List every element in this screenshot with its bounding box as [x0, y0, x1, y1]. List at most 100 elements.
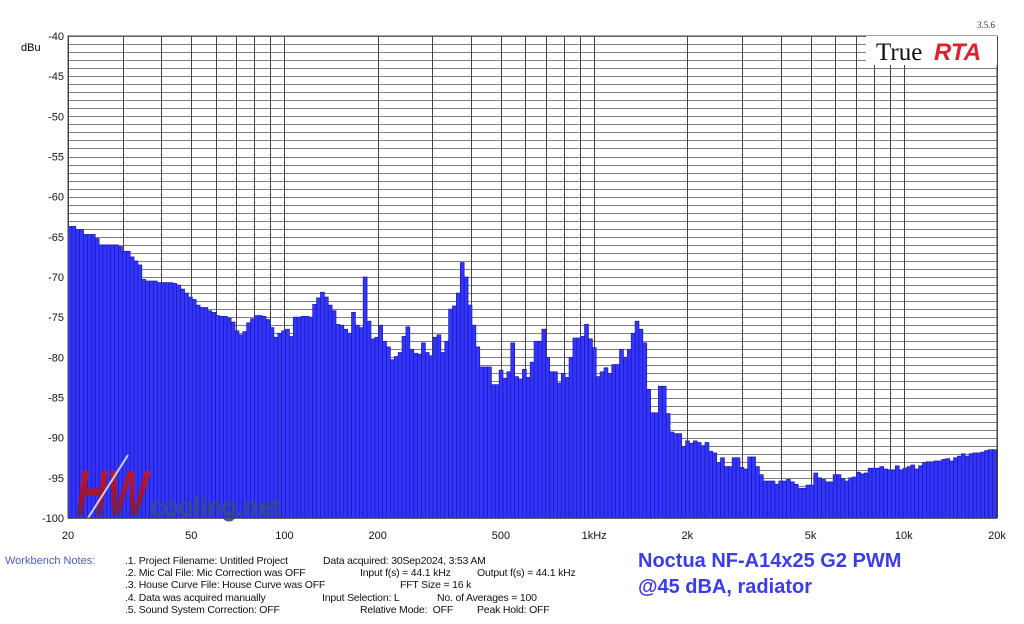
y-tick-label: -90: [48, 433, 64, 445]
spectrum-bar: [281, 330, 286, 519]
spectrum-bar: [522, 369, 527, 519]
spectrum-bar: [778, 480, 784, 519]
y-tick-label: -75: [48, 312, 64, 324]
spectrum-bar: [790, 481, 795, 519]
spectrum-bar: [860, 473, 865, 519]
spectrum-bar: [374, 336, 380, 519]
spectrum-bar: [405, 326, 411, 519]
spectrum-bar: [335, 324, 341, 519]
spectrum-bar: [883, 468, 888, 519]
hwcooling-watermark: HW cooling.net: [76, 454, 280, 529]
spectrum-bar: [444, 340, 449, 519]
spectrum-bar: [277, 332, 282, 519]
spectrum-bar: [459, 262, 465, 519]
y-tick-label: -85: [48, 393, 64, 405]
x-tick-label: 100: [275, 530, 293, 542]
spectrum-bar: [708, 450, 714, 519]
spectrum-bar: [545, 356, 550, 519]
spectrum-bar: [607, 373, 613, 519]
spectrum-bar: [689, 442, 694, 519]
spectrum-bar: [525, 377, 531, 519]
spectrum-bar: [805, 484, 811, 519]
spectrum-bar: [988, 449, 993, 519]
note-averages: No. of Averages = 100: [437, 592, 537, 604]
note-peak-hold: Peak Hold: OFF: [477, 604, 550, 616]
spectrum-bar: [358, 327, 364, 519]
spectrum-bar: [580, 336, 585, 519]
spectrum-bar: [922, 462, 927, 519]
spectrum-bar: [463, 276, 469, 519]
spectrum-bar: [160, 282, 166, 519]
spectrum-bar: [937, 460, 943, 519]
spectrum-bar: [941, 459, 947, 519]
spectrum-bar: [700, 445, 706, 519]
spectrum-bar: [215, 315, 220, 519]
spectrum-bar: [471, 324, 477, 519]
spectrum-bar: [246, 322, 251, 519]
spectrum-bar: [599, 371, 605, 519]
x-tick-label: 10k: [895, 530, 913, 542]
spectrum-bar: [588, 338, 593, 519]
spectrum-bar: [957, 455, 962, 519]
x-tick-label: 5k: [805, 530, 817, 542]
spectrum-bar: [347, 332, 352, 519]
spectrum-bar: [832, 474, 838, 519]
spectrum-bar: [766, 480, 772, 519]
spectrum-bar: [759, 474, 764, 519]
note-input-selection: Input Selection: L: [322, 592, 400, 604]
spectrum-bar: [390, 359, 395, 519]
spectrum-bar: [661, 385, 667, 519]
spectrum-bar: [366, 320, 372, 519]
spectrum-bar: [191, 299, 197, 519]
spectrum-bar: [755, 466, 760, 519]
x-tick-label: 20: [62, 530, 74, 542]
spectrum-bar: [417, 353, 422, 519]
note-data-acquired: Data acquired: 30Sep2024, 3:53 AM: [323, 555, 486, 567]
spectrum-bar: [821, 479, 826, 519]
spectrum-bar: [537, 340, 543, 519]
spectrum-bar: [265, 319, 271, 519]
spectrum-bar: [592, 347, 597, 519]
spectrum-bar: [184, 292, 189, 519]
spectrum-bar: [424, 352, 430, 519]
spectrum-bar: [557, 382, 562, 519]
spectrum-bar: [195, 304, 201, 519]
spectrum-bar: [576, 337, 582, 519]
spectrum-bar: [619, 348, 624, 519]
note-3: .3. House Curve File: House Curve was OF…: [125, 579, 326, 591]
y-tick-label: -45: [48, 71, 64, 83]
note-4: .4. Data was acquired manually: [125, 592, 266, 604]
spectrum-bar: [984, 450, 989, 519]
spectrum-bar: [238, 334, 244, 519]
spectrum-bar: [894, 465, 900, 519]
spectrum-bar: [67, 226, 73, 519]
spectrum-bar: [300, 316, 306, 519]
spectrum-bar: [739, 467, 745, 519]
spectrum-bar: [487, 366, 492, 519]
spectrum-bar: [782, 480, 787, 519]
logo-true: True: [876, 39, 922, 66]
spectrum-bar: [630, 332, 636, 519]
y-tick-label: -65: [48, 232, 64, 244]
spectrum-bar: [273, 336, 279, 519]
spectrum-bar: [704, 442, 710, 519]
spectrum-bar: [351, 311, 356, 519]
spectrum-bar: [518, 378, 523, 519]
spectrum-bar: [226, 317, 232, 519]
spectrum-bar: [413, 352, 418, 519]
spectrum-bar: [254, 315, 259, 519]
spectrum-bar: [560, 373, 566, 519]
spectrum-bar: [638, 328, 644, 519]
spectrum-bar: [797, 487, 803, 519]
spectrum-bar: [751, 456, 756, 519]
spectrum-bar: [735, 457, 741, 519]
spectrum-bar: [568, 356, 574, 519]
y-tick-label: -70: [48, 272, 64, 284]
spectrum-bar: [774, 483, 780, 519]
spectrum-bar: [685, 440, 690, 519]
spectrum-bar: [211, 311, 216, 519]
spectrum-bar: [654, 412, 659, 519]
y-tick-label: -95: [48, 473, 64, 485]
spectrum-bar: [650, 412, 655, 519]
